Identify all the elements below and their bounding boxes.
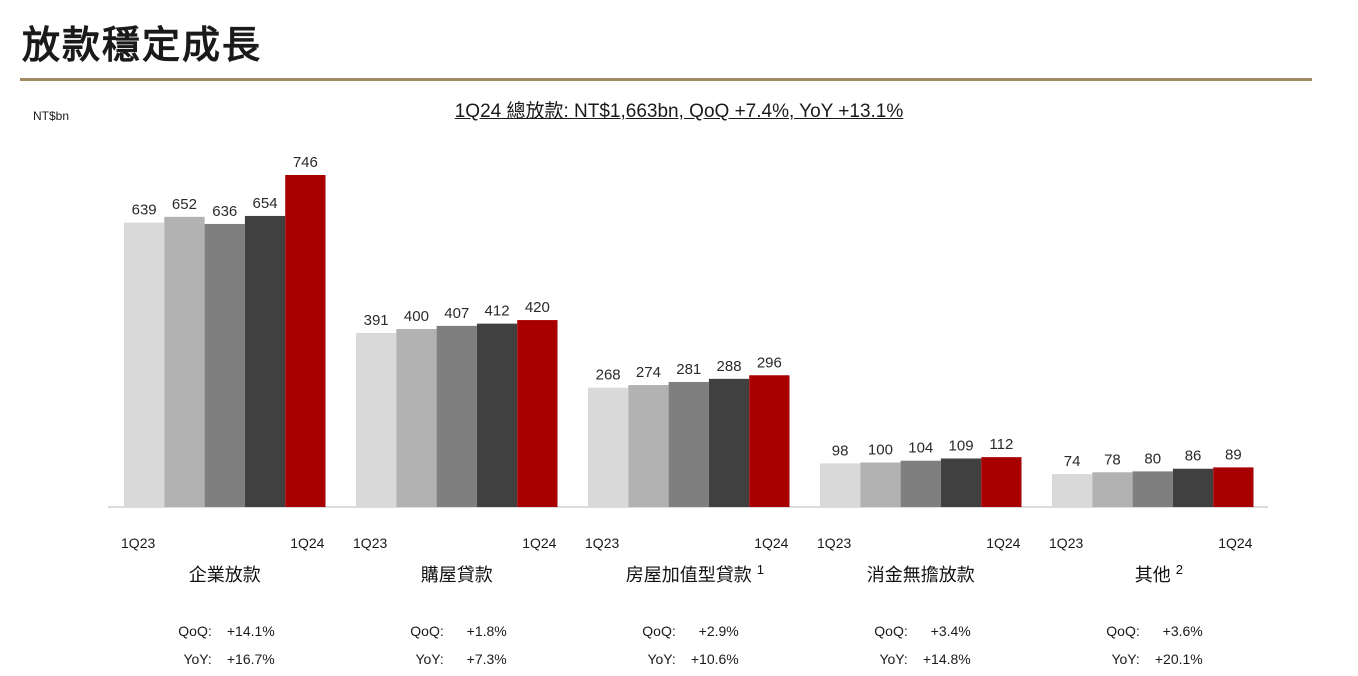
tick-label-start: 1Q23 — [585, 535, 619, 551]
category-label: 購屋貸款 — [421, 565, 493, 586]
qoq-value: +3.6% — [1163, 623, 1203, 639]
bar — [285, 175, 326, 507]
qoq-value: +1.8% — [467, 623, 507, 639]
yoy-label: YoY: — [879, 651, 907, 667]
yoy-label: YoY: — [647, 651, 675, 667]
bar-value-label: 420 — [525, 299, 550, 316]
qoq-label: QoQ: — [410, 623, 443, 639]
bar — [1052, 474, 1093, 507]
bar — [708, 378, 750, 507]
bar — [1213, 467, 1254, 507]
yoy-label: YoY: — [183, 651, 211, 667]
bar — [940, 458, 982, 507]
category-label: 企業放款 — [189, 565, 261, 586]
bar-value-label: 636 — [212, 203, 237, 220]
footnote-marker: 1 — [757, 562, 764, 577]
bar-value-label: 274 — [636, 364, 661, 381]
bar — [204, 223, 245, 508]
bar — [396, 328, 437, 507]
bar-value-label: 109 — [949, 437, 974, 454]
bar-value-label: 412 — [485, 303, 510, 320]
tick-label-end: 1Q24 — [1218, 535, 1252, 551]
bar-value-label: 74 — [1064, 453, 1081, 470]
bar — [900, 460, 941, 507]
yoy-value: +10.6% — [691, 651, 739, 667]
tick-label-start: 1Q23 — [121, 535, 155, 551]
bar-value-label: 391 — [364, 312, 389, 329]
yoy-label: YoY: — [1111, 651, 1139, 667]
category-label: 消金無擔放款 — [867, 565, 975, 586]
tick-label-end: 1Q24 — [986, 535, 1020, 551]
category-label: 其他 — [1135, 565, 1171, 586]
qoq-label: QoQ: — [874, 623, 907, 639]
bar — [668, 381, 709, 507]
bar — [860, 462, 901, 507]
total-loans-summary: 1Q24 總放款: NT$1,663bn, QoQ +7.4%, YoY +13… — [0, 96, 1358, 123]
bar-value-label: 652 — [172, 196, 197, 213]
qoq-label: QoQ: — [178, 623, 211, 639]
category-label: 房屋加值型貸款 — [626, 565, 752, 586]
bar — [1132, 471, 1173, 507]
yoy-value: +7.3% — [467, 651, 507, 667]
tick-label-start: 1Q23 — [353, 535, 387, 551]
bar-value-label: 296 — [757, 354, 782, 371]
bar-value-label: 281 — [676, 361, 701, 378]
yoy-value: +14.8% — [923, 651, 971, 667]
tick-label-start: 1Q23 — [817, 535, 851, 551]
qoq-value: +2.9% — [699, 623, 739, 639]
bar — [749, 375, 790, 507]
unit-label: NT$bn — [33, 109, 70, 123]
bar-value-label: 746 — [293, 154, 318, 171]
summary-text: 1Q24 總放款: NT$1,663bn, QoQ +7.4%, YoY +13… — [454, 101, 904, 122]
bar-value-label: 268 — [596, 367, 621, 384]
bar — [476, 323, 518, 507]
tick-label-end: 1Q24 — [522, 535, 556, 551]
yoy-value: +16.7% — [227, 651, 275, 667]
bar-value-label: 78 — [1104, 451, 1121, 468]
bar — [436, 325, 477, 507]
yoy-value: +20.1% — [1155, 651, 1203, 667]
bar-value-label: 86 — [1185, 448, 1202, 465]
footnote-marker: 2 — [1176, 562, 1183, 577]
qoq-label: QoQ: — [642, 623, 675, 639]
bar-value-label: 89 — [1225, 446, 1242, 463]
bar — [981, 457, 1022, 507]
bar — [1172, 468, 1214, 507]
bar — [820, 463, 861, 507]
bar-value-label: 80 — [1144, 450, 1161, 467]
bar-value-label: 98 — [832, 442, 849, 459]
bar-value-label: 100 — [868, 441, 893, 458]
bar — [356, 332, 397, 507]
bar — [124, 222, 165, 507]
qoq-value: +3.4% — [931, 623, 971, 639]
bar-value-label: 112 — [989, 436, 1013, 453]
qoq-label: QoQ: — [1106, 623, 1139, 639]
bar-value-label: 407 — [444, 305, 469, 322]
tick-label-end: 1Q24 — [754, 535, 788, 551]
bar-value-label: 288 — [717, 358, 742, 375]
bar-value-label: 639 — [132, 202, 157, 219]
qoq-value: +14.1% — [227, 623, 275, 639]
bar-value-label: 654 — [253, 195, 278, 212]
bar-value-label: 400 — [404, 308, 429, 325]
page-title: 放款穩定成長 — [22, 23, 263, 67]
bar — [244, 215, 286, 507]
tick-label-start: 1Q23 — [1049, 535, 1083, 551]
bar — [164, 216, 205, 507]
bar-value-label: 104 — [908, 440, 933, 457]
title-divider — [20, 78, 1312, 81]
bar — [517, 320, 558, 507]
yoy-label: YoY: — [415, 651, 443, 667]
bar — [1092, 472, 1133, 507]
tick-label-end: 1Q24 — [290, 535, 324, 551]
bar — [588, 387, 629, 507]
bar — [628, 385, 669, 507]
